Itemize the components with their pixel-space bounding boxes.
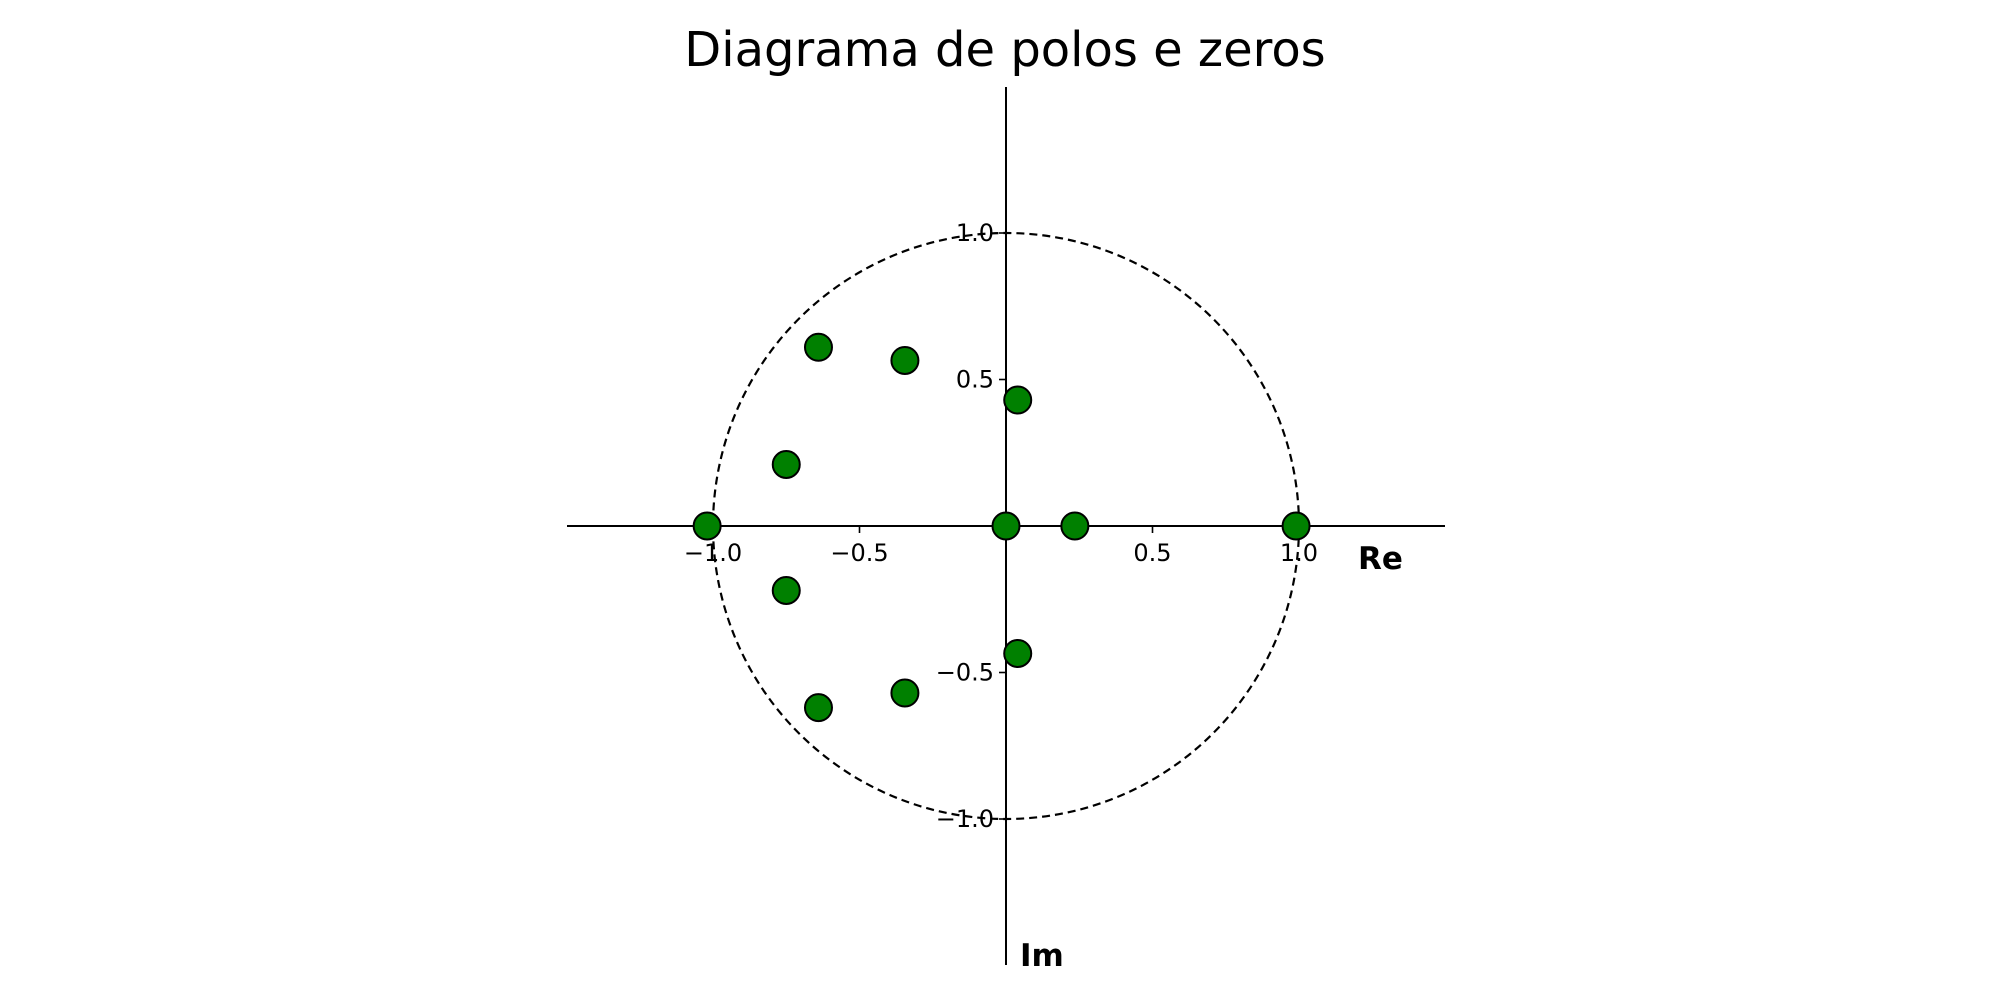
pole-zero-marker <box>692 511 722 541</box>
points-layer <box>692 332 1311 723</box>
ticks-layer: −1.0 −0.5 0.5 1.0 1.0 0.5 −0.5 −1.0 <box>684 219 1318 833</box>
pole-zero-marker <box>1003 385 1033 415</box>
y-axis-title: Im <box>1020 938 1064 974</box>
chart-title: Diagrama de polos e zeros <box>684 22 1325 78</box>
x-tick-label: 1.0 <box>1280 539 1318 567</box>
y-tick-label: −0.5 <box>936 659 994 687</box>
x-axis-title: Re <box>1358 541 1403 577</box>
pole-zero-marker <box>771 575 801 605</box>
x-tick-label: 0.5 <box>1133 539 1171 567</box>
pole-zero-marker <box>890 345 920 375</box>
x-tick-label: −1.0 <box>684 539 742 567</box>
pole-zero-marker <box>1281 511 1311 541</box>
pole-zero-marker <box>991 511 1021 541</box>
pole-zero-marker <box>1003 638 1033 668</box>
pole-zero-marker <box>890 678 920 708</box>
pole-zero-marker <box>1060 511 1090 541</box>
x-tick-label: −0.5 <box>830 539 888 567</box>
y-tick-label: −1.0 <box>936 805 994 833</box>
pole-zero-marker <box>771 449 801 479</box>
y-tick-label: 0.5 <box>956 366 994 394</box>
pole-zero-marker <box>803 693 833 723</box>
y-tick-label: 1.0 <box>956 219 994 247</box>
pole-zero-marker <box>803 332 833 362</box>
